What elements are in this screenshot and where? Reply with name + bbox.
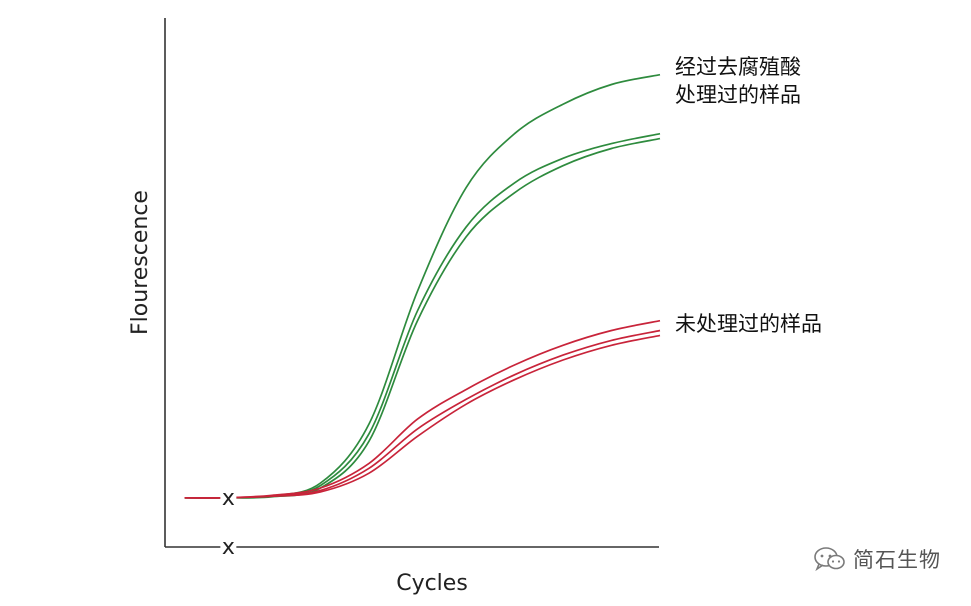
watermark-text: 简石生物	[853, 548, 941, 572]
wechat-icon	[813, 546, 847, 572]
y-axis-label: Flourescence	[128, 190, 153, 335]
amplification-curve-untreated-5	[184, 329, 661, 499]
marker-background-1	[220, 488, 237, 507]
amplification-curve-treated-1	[184, 73, 661, 499]
amplification-curve-treated-3	[184, 137, 661, 499]
annotation-treated-line-2: 处理过的样品	[675, 83, 801, 107]
marker-background-2	[220, 538, 237, 556]
x-axis-label: Cycles	[396, 571, 468, 596]
amplification-curve-untreated-6	[184, 334, 661, 499]
cycle-marker-2: x	[222, 535, 235, 560]
amplification-curve-treated-2	[184, 132, 661, 499]
watermark: 简石生物	[813, 544, 941, 574]
cycle-marker-1: x	[222, 486, 235, 511]
annotation-untreated-line-1: 未处理过的样品	[675, 312, 822, 336]
annotation-treated-line-1: 经过去腐殖酸	[675, 55, 801, 79]
